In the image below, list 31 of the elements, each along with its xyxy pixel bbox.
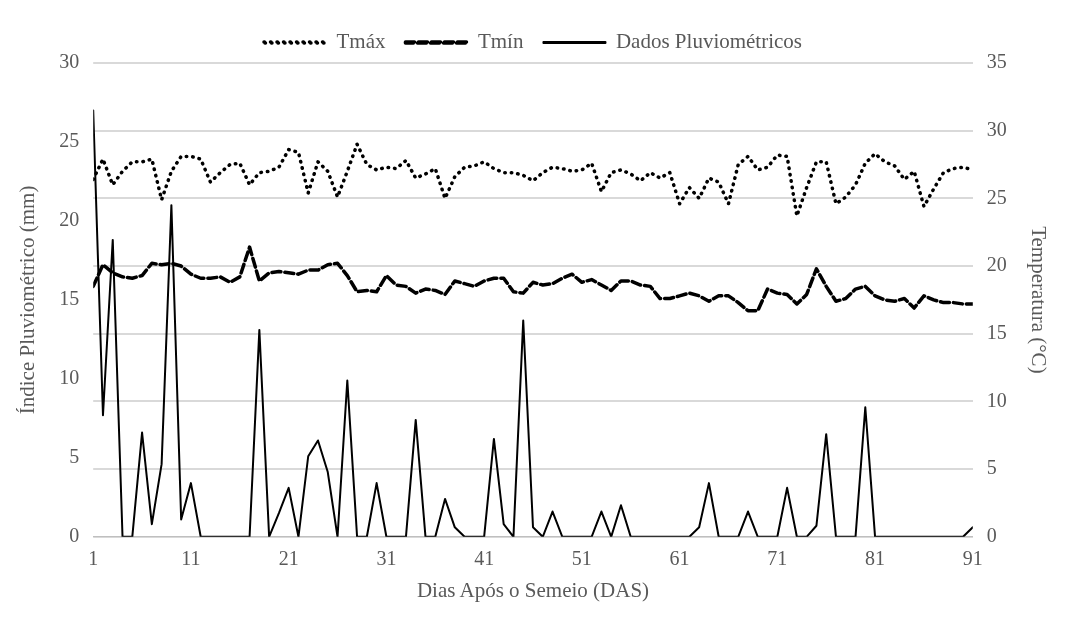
x-axis-title: Dias Após o Semeio (DAS)	[416, 577, 650, 602]
y-tick-label: 25	[59, 129, 80, 152]
legend-label: Dados Pluviométricos	[615, 29, 803, 54]
y-tick-label: 30	[59, 50, 80, 73]
y2-axis-title: Temperatura (°C)	[1026, 226, 1051, 374]
x-tick-label: 71	[767, 547, 788, 570]
x-tick-label: 91	[962, 547, 983, 570]
x-tick-label: 31	[376, 547, 397, 570]
x-tick-label: 41	[474, 547, 495, 570]
y-tick-label: 10	[59, 366, 80, 389]
y2-tick-label: 15	[986, 320, 1007, 343]
x-tick-label: 61	[669, 547, 690, 570]
y2-tick-label: 30	[986, 117, 1007, 140]
y2-tick-label: 35	[986, 50, 1007, 73]
y2-tick-label: 0	[986, 524, 997, 547]
y2-tick-label: 20	[986, 253, 1007, 276]
y-tick-label: 20	[59, 208, 80, 231]
legend-label: Tmáx	[336, 29, 386, 54]
y2-tick-label: 25	[986, 185, 1007, 208]
x-tick-label: 51	[571, 547, 592, 570]
y2-tick-label: 5	[986, 456, 997, 479]
x-tick-label: 11	[181, 547, 201, 570]
y2-tick-label: 10	[986, 388, 1007, 411]
legend-label: Tmín	[477, 29, 524, 54]
y-tick-label: 5	[69, 445, 80, 468]
y-tick-label: 0	[69, 524, 80, 547]
y-tick-label: 15	[59, 287, 80, 310]
x-tick-label: 1	[88, 547, 99, 570]
y-axis-title: Índice Pluviométrico (mm)	[15, 185, 40, 415]
x-tick-label: 21	[278, 547, 299, 570]
x-tick-label: 81	[865, 547, 886, 570]
